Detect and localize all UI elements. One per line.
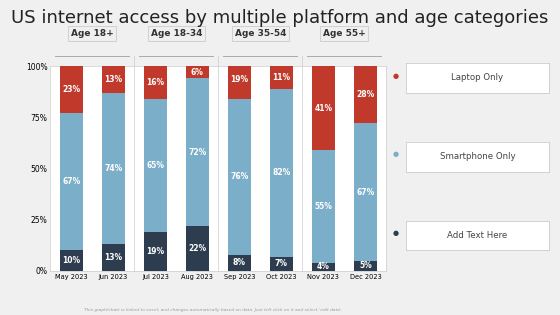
Bar xyxy=(186,78,209,226)
Text: Age 35-54: Age 35-54 xyxy=(235,29,286,38)
Bar xyxy=(102,66,125,93)
Text: ●: ● xyxy=(393,151,399,158)
Text: US internet access by multiple platform and age categories: US internet access by multiple platform … xyxy=(11,9,549,27)
Text: 82%: 82% xyxy=(272,168,291,177)
Text: Smartphone Only: Smartphone Only xyxy=(440,152,515,161)
Text: 7%: 7% xyxy=(275,259,288,268)
Text: ●: ● xyxy=(393,230,399,236)
Text: 76%: 76% xyxy=(230,172,249,181)
Bar xyxy=(60,66,83,113)
Text: 67%: 67% xyxy=(356,187,375,197)
Bar xyxy=(144,66,167,99)
Text: Age 55+: Age 55+ xyxy=(323,29,366,38)
Bar xyxy=(144,99,167,232)
Text: Add Text Here: Add Text Here xyxy=(447,231,507,240)
Bar xyxy=(312,66,335,150)
Bar xyxy=(186,66,209,78)
Text: 6%: 6% xyxy=(191,68,204,77)
Text: 19%: 19% xyxy=(146,247,165,256)
Text: This graph/chart is linked to excel, and changes automatically based on data. Ju: This graph/chart is linked to excel, and… xyxy=(83,308,342,312)
Text: 13%: 13% xyxy=(104,253,123,262)
Text: 13%: 13% xyxy=(104,75,123,84)
Text: 67%: 67% xyxy=(62,177,81,186)
Bar xyxy=(354,261,377,271)
Text: 10%: 10% xyxy=(62,256,81,265)
Text: 5%: 5% xyxy=(359,261,372,270)
Text: 16%: 16% xyxy=(146,78,165,87)
Text: ●: ● xyxy=(393,72,399,79)
Text: 22%: 22% xyxy=(188,244,207,253)
Text: 65%: 65% xyxy=(146,161,165,170)
Bar xyxy=(60,250,83,271)
Bar xyxy=(102,244,125,271)
Bar xyxy=(228,99,251,255)
Bar xyxy=(102,93,125,244)
Text: 23%: 23% xyxy=(62,85,81,94)
Text: 11%: 11% xyxy=(272,73,291,82)
Text: Age 18-34: Age 18-34 xyxy=(151,29,202,38)
Bar xyxy=(60,113,83,250)
Bar xyxy=(354,66,377,123)
Text: 55%: 55% xyxy=(315,202,332,211)
Text: 8%: 8% xyxy=(233,258,246,267)
Text: 28%: 28% xyxy=(356,90,375,99)
Bar xyxy=(354,123,377,261)
Bar xyxy=(228,255,251,271)
Text: 41%: 41% xyxy=(314,104,333,113)
Bar xyxy=(144,232,167,271)
Text: 19%: 19% xyxy=(230,75,249,84)
Bar xyxy=(228,60,251,99)
Text: 4%: 4% xyxy=(317,262,330,271)
Bar xyxy=(186,226,209,271)
Text: 72%: 72% xyxy=(188,148,207,157)
Bar xyxy=(312,263,335,271)
Text: Laptop Only: Laptop Only xyxy=(451,73,503,83)
Text: 74%: 74% xyxy=(104,164,123,173)
Bar xyxy=(270,256,293,271)
Bar xyxy=(312,150,335,263)
Bar xyxy=(270,89,293,256)
Bar xyxy=(270,66,293,89)
Text: Age 18+: Age 18+ xyxy=(71,29,114,38)
